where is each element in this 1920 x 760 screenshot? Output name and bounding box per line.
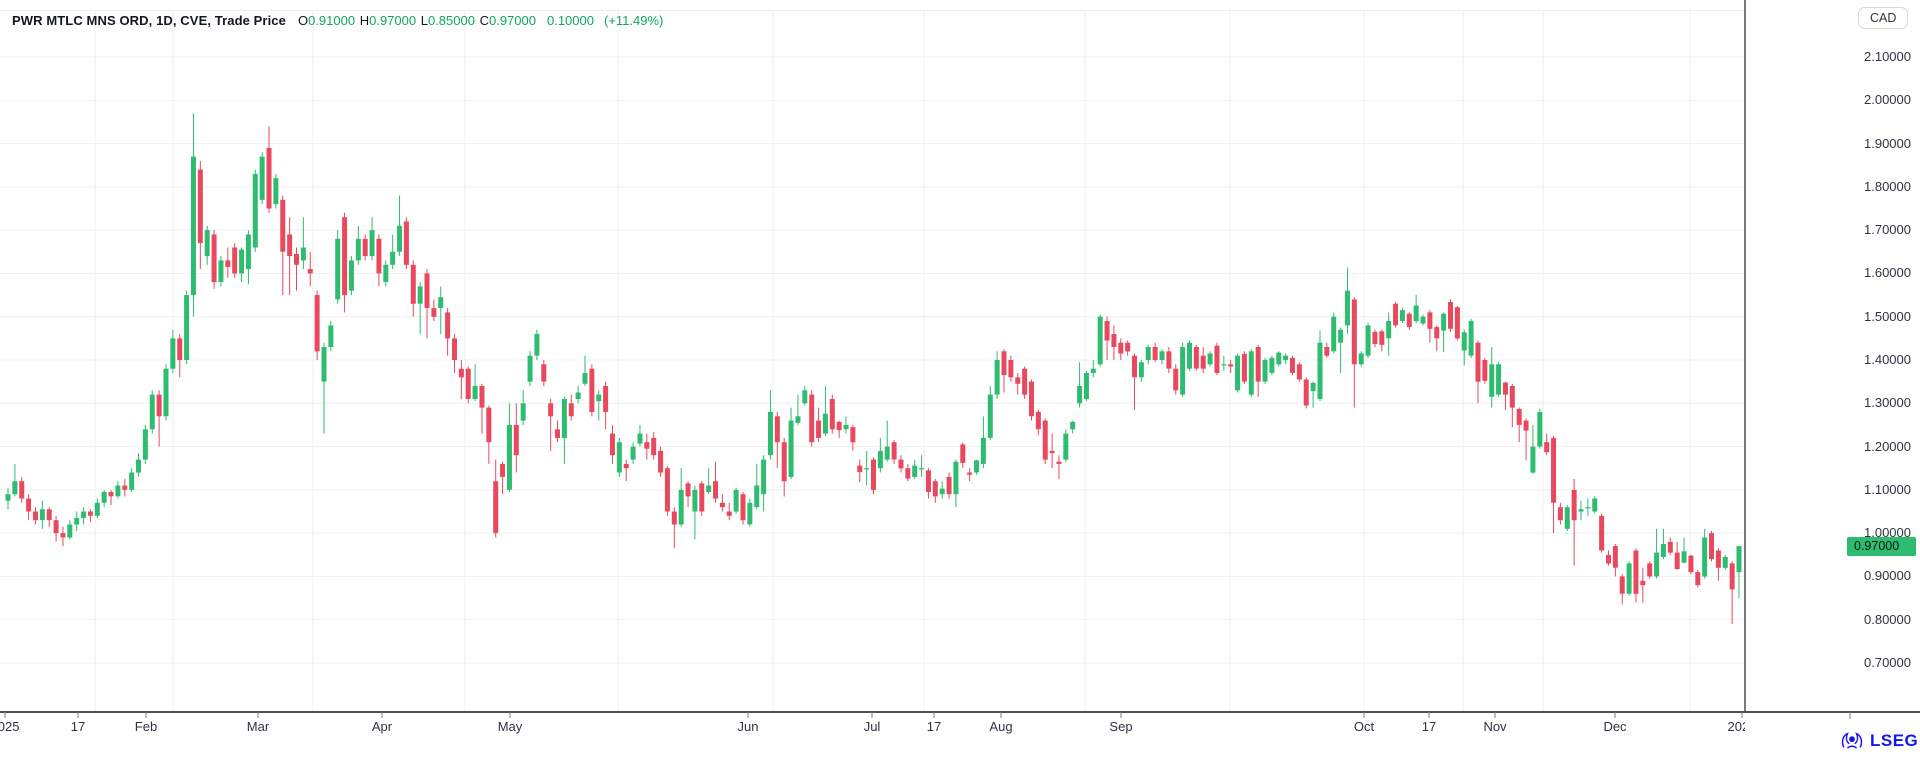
change-value: 0.10000 xyxy=(546,13,594,28)
price-tick-label: 1.20000 xyxy=(1864,438,1911,454)
change-percent: (+11.49%) xyxy=(603,13,664,28)
ohlc-pair: C0.97000 xyxy=(479,13,536,28)
lseg-emblem-icon xyxy=(1841,732,1863,749)
currency-label: CAD xyxy=(1870,11,1897,25)
price-tick-label: 1.70000 xyxy=(1864,222,1911,238)
ohlc-values: O0.91000 H0.97000 L0.85000 C0.97000 xyxy=(298,13,537,28)
time-tick-label: May xyxy=(497,719,523,734)
lseg-logo: LSEG xyxy=(1840,731,1918,751)
time-tick-label: Nov xyxy=(1483,719,1507,734)
lseg-wordmark: LSEG xyxy=(1870,731,1919,750)
time-tick-label: Dec xyxy=(1603,719,1627,734)
time-tick-label: Mar xyxy=(246,719,270,734)
time-tick-label: 17 xyxy=(926,719,942,734)
time-tick-label: Aug xyxy=(989,719,1013,734)
time-tick-label: Feb xyxy=(134,719,158,734)
price-tick-label: 0.70000 xyxy=(1864,655,1911,670)
price-tick-label: 1.00000 xyxy=(1864,525,1911,541)
time-tick-label: 17 xyxy=(1421,719,1437,734)
price-tick-label: 0.90000 xyxy=(1864,568,1911,584)
last-price-label: 0.97000 xyxy=(1854,538,1900,553)
panel-top-divider xyxy=(0,10,1745,11)
time-axis[interactable]: 2025 17 Feb Mar Apr May Jun Jul 17 Aug Sep Oct 17 Nov… xyxy=(0,712,1745,752)
ohlc-pair: O0.91000 xyxy=(297,13,356,28)
price-tick-label: 2.00000 xyxy=(1864,92,1911,108)
currency-badge[interactable]: CAD xyxy=(1858,7,1909,29)
symbol-legend[interactable]: PWR MTLC MNS ORD, 1D, CVE, Trade Price O… xyxy=(12,13,663,28)
last-price-badge: 0.97000 xyxy=(1847,536,1916,556)
price-tick-label: 0.80000 xyxy=(1864,611,1911,627)
symbol-title: PWR MTLC MNS ORD, 1D, CVE, Trade Price xyxy=(12,13,286,28)
price-tick-label: 1.80000 xyxy=(1864,178,1911,194)
price-tick-label: 1.10000 xyxy=(1864,481,1911,497)
ohlc-pair: L0.85000 xyxy=(420,13,475,28)
time-tick-label: Jul xyxy=(863,719,881,734)
price-tick-label: 1.40000 xyxy=(1864,352,1911,367)
time-tick-label: Oct xyxy=(1353,719,1375,734)
price-tick-label: 2.10000 xyxy=(1864,49,1911,64)
price-tick-label: 1.90000 xyxy=(1864,135,1911,151)
time-tick-label: Apr xyxy=(371,719,393,734)
time-tick-label: 2026 xyxy=(1727,719,1745,734)
time-tick-label: Jun xyxy=(737,719,759,734)
time-tick-label: Sep xyxy=(1109,719,1133,734)
price-tick-label: 1.50000 xyxy=(1864,308,1911,324)
price-tick-label: 1.60000 xyxy=(1864,265,1911,281)
time-tick-label: 17 xyxy=(70,719,86,734)
price-tick-label: 1.30000 xyxy=(1864,395,1911,411)
ohlc-pair: H0.97000 xyxy=(359,13,417,28)
time-tick-label: 2025 xyxy=(0,719,20,734)
